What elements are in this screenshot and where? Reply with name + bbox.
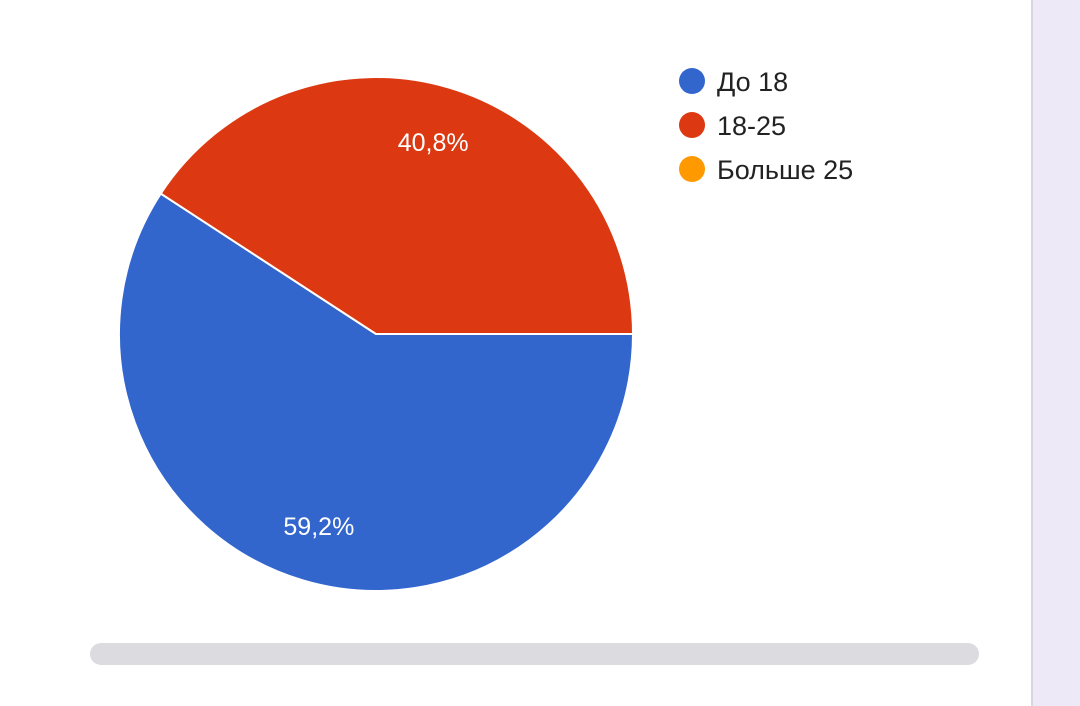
horizontal-scrollbar[interactable] (90, 643, 979, 665)
pie-slice-0[interactable] (118, 192, 635, 592)
legend-label-1[interactable]: 18-25 (717, 111, 786, 141)
pie-chart: 59,2% 40,8% До 18 18-25 Больше 25 (118, 67, 853, 592)
slice-label-0: 59,2% (283, 513, 354, 541)
slice-label-1: 40,8% (398, 129, 469, 157)
legend-marker-1 (679, 112, 705, 138)
legend-marker-2 (679, 156, 705, 182)
legend-marker-0 (679, 68, 705, 94)
side-panel (1035, 0, 1080, 706)
pie-slice-1[interactable] (159, 76, 635, 335)
chart-card: 59,2% 40,8% До 18 18-25 Больше 25 (0, 0, 1033, 706)
legend-label-2[interactable]: Больше 25 (717, 155, 853, 185)
legend-label-0[interactable]: До 18 (717, 67, 788, 97)
